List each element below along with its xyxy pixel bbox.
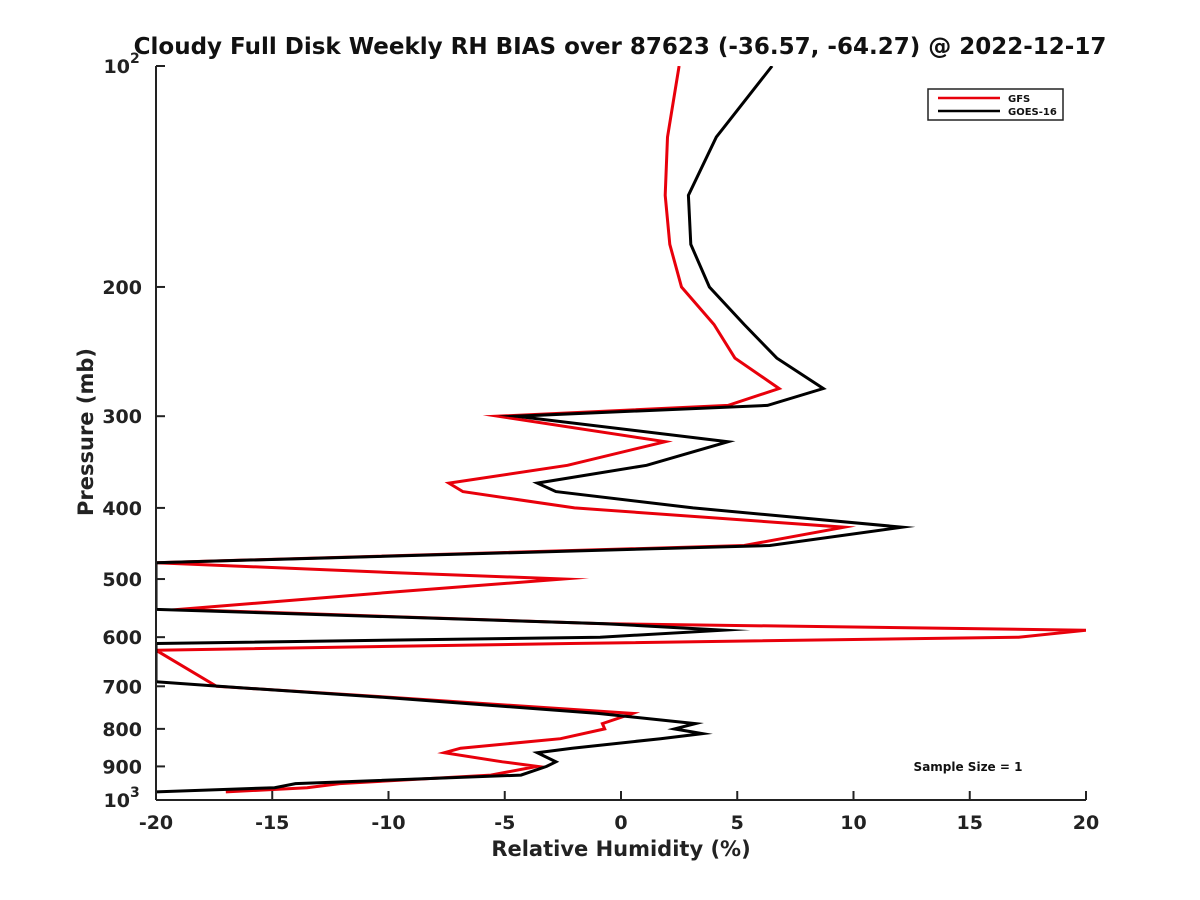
x-tick-label: -5 — [494, 812, 515, 834]
x-tick-label: 10 — [840, 812, 866, 834]
x-tick-label: -20 — [139, 812, 173, 834]
x-axis-label: Relative Humidity (%) — [491, 837, 750, 861]
y-tick-label: 300 — [102, 406, 142, 428]
legend-label: GFS — [1008, 94, 1030, 105]
x-tick-label: 0 — [614, 812, 627, 834]
series-line-gfs — [156, 66, 1086, 794]
x-tick-label: 5 — [731, 812, 744, 834]
y-tick-label-exponent: 2 — [130, 51, 140, 67]
x-tick-label: 20 — [1073, 812, 1099, 834]
x-tick-label: 15 — [957, 812, 983, 834]
x-tick-label: -10 — [371, 812, 405, 834]
x-tick-label: -15 — [255, 812, 289, 834]
series-line-goes-16 — [156, 66, 916, 794]
y-tick-label: 400 — [102, 498, 142, 520]
y-tick-label: 900 — [102, 756, 142, 778]
y-tick-label: 10 — [104, 790, 130, 812]
y-tick-label-exponent: 3 — [130, 785, 140, 801]
series-group — [156, 66, 1086, 794]
legend-box — [927, 88, 1064, 121]
y-tick-label: 200 — [102, 277, 142, 299]
sample-size-annotation: Sample Size = 1 — [914, 760, 1023, 774]
y-tick-label: 700 — [102, 676, 142, 698]
y-tick-label: 500 — [102, 569, 142, 591]
legend-label: GOES-16 — [1008, 107, 1057, 118]
y-tick-label: 800 — [102, 719, 142, 741]
chart-title: Cloudy Full Disk Weekly RH BIAS over 876… — [134, 34, 1107, 60]
y-tick-label: 600 — [102, 627, 142, 649]
legend: GFS GOES-16 — [927, 88, 1064, 121]
y-axis-label: Pressure (mb) — [74, 348, 98, 516]
y-tick-label: 10 — [104, 56, 130, 78]
